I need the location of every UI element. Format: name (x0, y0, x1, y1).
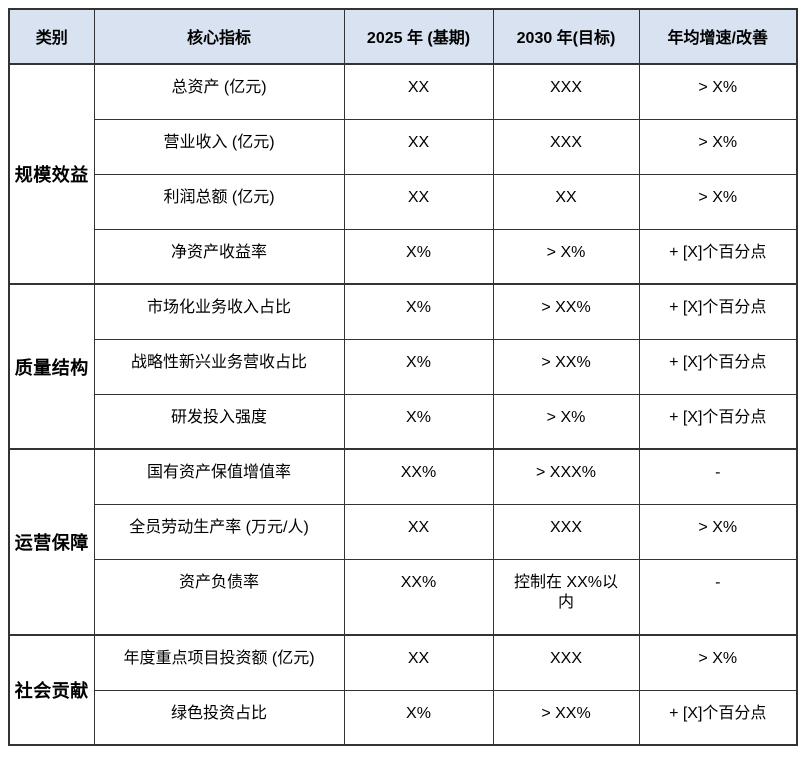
header-2030-target: 2030 年(目标) (492, 8, 640, 65)
table-row: 社会贡献 年度重点项目投资额 (亿元) XX XXX > X% (8, 634, 798, 746)
growth-value-cell: > X% (638, 503, 798, 560)
indicator-cell: 资产负债率 (93, 558, 345, 636)
header-row: 类别 核心指标 2025 年 (基期) 2030 年(目标) 年均增速/改善 (8, 8, 798, 65)
indicator-cell: 净资产收益率 (93, 228, 345, 285)
header-annual-growth: 年均增速/改善 (638, 8, 798, 65)
target-value-cell: XXX (492, 634, 640, 691)
target-value-cell: > XX% (492, 689, 640, 746)
base-value-cell: XX (343, 503, 494, 560)
indicator-cell: 营业收入 (亿元) (93, 118, 345, 175)
table-row: 营业收入 (亿元) XX XXX > X% (9, 118, 798, 175)
indicator-cell: 战略性新兴业务营收占比 (93, 338, 345, 395)
table-row: 规模效益 总资产 (亿元) XX XXX > X% (8, 63, 798, 285)
base-value-cell: XX (343, 173, 494, 230)
base-value-cell: XX% (343, 448, 494, 505)
table-row: 资产负债率 XX% 控制在 XX%以内 - (9, 558, 798, 636)
indicator-cell: 利润总额 (亿元) (93, 173, 345, 230)
growth-value-cell: > X% (638, 634, 798, 691)
target-value-cell: > XX% (492, 283, 640, 340)
indicator-cell: 年度重点项目投资额 (亿元) (93, 634, 345, 691)
target-value-cell: XX (492, 173, 640, 230)
growth-value-cell: + [X]个百分点 (638, 338, 798, 395)
base-value-cell: X% (343, 228, 494, 285)
base-value-cell: XX (343, 63, 494, 120)
table-row: 战略性新兴业务营收占比 X% > XX% + [X]个百分点 (9, 338, 798, 395)
target-value-cell: > XXX% (492, 448, 640, 505)
growth-value-cell: + [X]个百分点 (638, 689, 798, 746)
indicator-cell: 研发投入强度 (93, 393, 345, 450)
table-row: 净资产收益率 X% > X% + [X]个百分点 (9, 228, 798, 285)
target-value-cell: > X% (492, 228, 640, 285)
growth-value-cell: > X% (638, 118, 798, 175)
table-row: 运营保障 国有资产保值增值率 XX% > XXX% - (8, 448, 798, 636)
table-row: 绿色投资占比 X% > XX% + [X]个百分点 (9, 689, 798, 746)
growth-value-cell: + [X]个百分点 (638, 393, 798, 450)
indicator-cell: 国有资产保值增值率 (93, 448, 345, 505)
base-value-cell: XX% (343, 558, 494, 636)
table-row: 利润总额 (亿元) XX XX > X% (9, 173, 798, 230)
target-value-cell: 控制在 XX%以内 (492, 558, 640, 636)
category-cell: 社会贡献 (8, 634, 95, 746)
target-value-cell: > X% (492, 393, 640, 450)
growth-value-cell: - (638, 558, 798, 636)
category-cell: 规模效益 (8, 63, 95, 285)
base-value-cell: X% (343, 393, 494, 450)
growth-value-cell: > X% (638, 63, 798, 120)
table-row: 全员劳动生产率 (万元/人) XX XXX > X% (9, 503, 798, 560)
growth-value-cell: - (638, 448, 798, 505)
header-2025-base: 2025 年 (基期) (343, 8, 494, 65)
indicator-cell: 市场化业务收入占比 (93, 283, 345, 340)
category-cell: 质量结构 (8, 283, 95, 450)
category-cell: 运营保障 (8, 448, 95, 636)
table-row: 质量结构 市场化业务收入占比 X% > XX% + [X]个百分点 (8, 283, 798, 450)
target-value-cell: XXX (492, 63, 640, 120)
target-value-cell: XXX (492, 118, 640, 175)
growth-value-cell: + [X]个百分点 (638, 283, 798, 340)
target-value-cell: > XX% (492, 338, 640, 395)
base-value-cell: XX (343, 118, 494, 175)
indicator-cell: 总资产 (亿元) (93, 63, 345, 120)
base-value-cell: X% (343, 338, 494, 395)
growth-value-cell: + [X]个百分点 (638, 228, 798, 285)
target-value-cell: XXX (492, 503, 640, 560)
header-category: 类别 (8, 8, 95, 65)
base-value-cell: X% (343, 689, 494, 746)
base-value-cell: XX (343, 634, 494, 691)
header-core-indicator: 核心指标 (93, 8, 345, 65)
base-value-cell: X% (343, 283, 494, 340)
growth-value-cell: > X% (638, 173, 798, 230)
indicator-cell: 全员劳动生产率 (万元/人) (93, 503, 345, 560)
table-row: 研发投入强度 X% > X% + [X]个百分点 (9, 393, 798, 450)
kpi-target-table: 类别 核心指标 2025 年 (基期) 2030 年(目标) 年均增速/改善 规… (8, 8, 798, 746)
indicator-cell: 绿色投资占比 (93, 689, 345, 746)
